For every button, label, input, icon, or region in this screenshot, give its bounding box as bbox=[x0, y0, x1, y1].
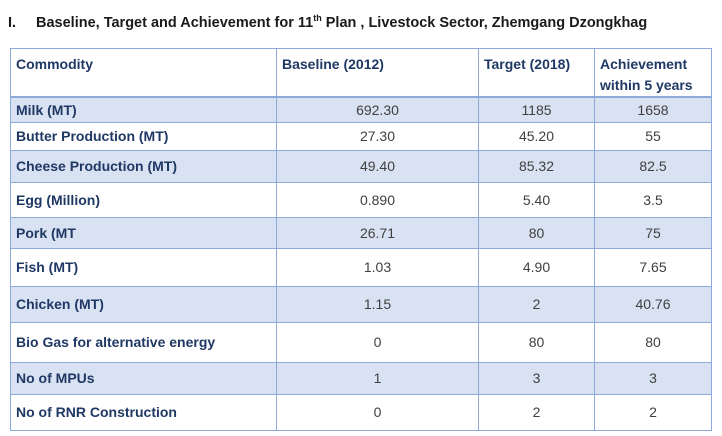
commodity-cell: Cheese Production (MT) bbox=[10, 149, 277, 183]
achievement-cell: 40.76 bbox=[594, 285, 712, 323]
livestock-table: Commodity Baseline (2012) Target (2018) … bbox=[10, 48, 712, 431]
achievement-cell: 2 bbox=[594, 393, 712, 431]
section-heading: I. Baseline, Target and Achievement for 1… bbox=[8, 12, 647, 34]
heading-title-part2: Plan , Livestock Sector, Zhemgang Dzongk… bbox=[321, 15, 648, 31]
achievement-cell: 75 bbox=[594, 216, 712, 249]
achievement-cell: 3 bbox=[594, 361, 712, 395]
table-row: Cheese Production (MT) 49.40 85.32 82.5 bbox=[10, 149, 712, 183]
commodity-cell: No of RNR Construction bbox=[10, 393, 277, 431]
commodity-cell: Butter Production (MT) bbox=[10, 121, 277, 151]
table-row: Fish (MT) 1.03 4.90 7.65 bbox=[10, 247, 712, 287]
baseline-cell: 1.15 bbox=[276, 285, 479, 323]
baseline-cell: 27.30 bbox=[276, 121, 479, 151]
table-header-row: Commodity Baseline (2012) Target (2018) … bbox=[10, 48, 712, 98]
target-cell: 4.90 bbox=[478, 247, 595, 287]
target-cell: 1185 bbox=[478, 96, 595, 123]
target-cell: 2 bbox=[478, 285, 595, 323]
achievement-cell: 1658 bbox=[594, 96, 712, 123]
column-header-baseline: Baseline (2012) bbox=[276, 48, 479, 98]
target-cell: 45.20 bbox=[478, 121, 595, 151]
commodity-cell: No of MPUs bbox=[10, 361, 277, 395]
achievement-cell: 80 bbox=[594, 321, 712, 363]
table-row: Chicken (MT) 1.15 2 40.76 bbox=[10, 285, 712, 323]
commodity-cell: Pork (MT bbox=[10, 216, 277, 249]
baseline-cell: 1 bbox=[276, 361, 479, 395]
baseline-cell: 0 bbox=[276, 393, 479, 431]
baseline-cell: 49.40 bbox=[276, 149, 479, 183]
commodity-cell: Bio Gas for alternative energy bbox=[10, 321, 277, 363]
target-cell: 5.40 bbox=[478, 181, 595, 218]
baseline-cell: 26.71 bbox=[276, 216, 479, 249]
baseline-cell: 1.03 bbox=[276, 247, 479, 287]
target-cell: 80 bbox=[478, 321, 595, 363]
table-row: Pork (MT 26.71 80 75 bbox=[10, 216, 712, 249]
baseline-cell: 0 bbox=[276, 321, 479, 363]
target-cell: 2 bbox=[478, 393, 595, 431]
table-row: No of RNR Construction 0 2 2 bbox=[10, 393, 712, 431]
commodity-cell: Chicken (MT) bbox=[10, 285, 277, 323]
baseline-cell: 0.890 bbox=[276, 181, 479, 218]
achievement-cell: 7.65 bbox=[594, 247, 712, 287]
achievement-cell: 3.5 bbox=[594, 181, 712, 218]
column-header-target: Target (2018) bbox=[478, 48, 595, 98]
commodity-cell: Egg (Million) bbox=[10, 181, 277, 218]
commodity-cell: Milk (MT) bbox=[10, 96, 277, 123]
table-row: Milk (MT) 692.30 1185 1658 bbox=[10, 96, 712, 123]
column-header-commodity: Commodity bbox=[10, 48, 277, 98]
target-cell: 80 bbox=[478, 216, 595, 249]
baseline-cell: 692.30 bbox=[276, 96, 479, 123]
heading-title-superscript: th bbox=[313, 13, 322, 23]
achievement-cell: 55 bbox=[594, 121, 712, 151]
commodity-cell: Fish (MT) bbox=[10, 247, 277, 287]
table-row: Butter Production (MT) 27.30 45.20 55 bbox=[10, 121, 712, 151]
achievement-cell: 82.5 bbox=[594, 149, 712, 183]
table-row: Bio Gas for alternative energy 0 80 80 bbox=[10, 321, 712, 363]
target-cell: 3 bbox=[478, 361, 595, 395]
heading-title-part1: Baseline, Target and Achievement for 11 bbox=[36, 15, 314, 31]
table-row: Egg (Million) 0.890 5.40 3.5 bbox=[10, 181, 712, 218]
column-header-achievement: Achievement within 5 years bbox=[594, 48, 712, 98]
section-number: I. bbox=[8, 15, 17, 31]
table-row: No of MPUs 1 3 3 bbox=[10, 361, 712, 395]
target-cell: 85.32 bbox=[478, 149, 595, 183]
